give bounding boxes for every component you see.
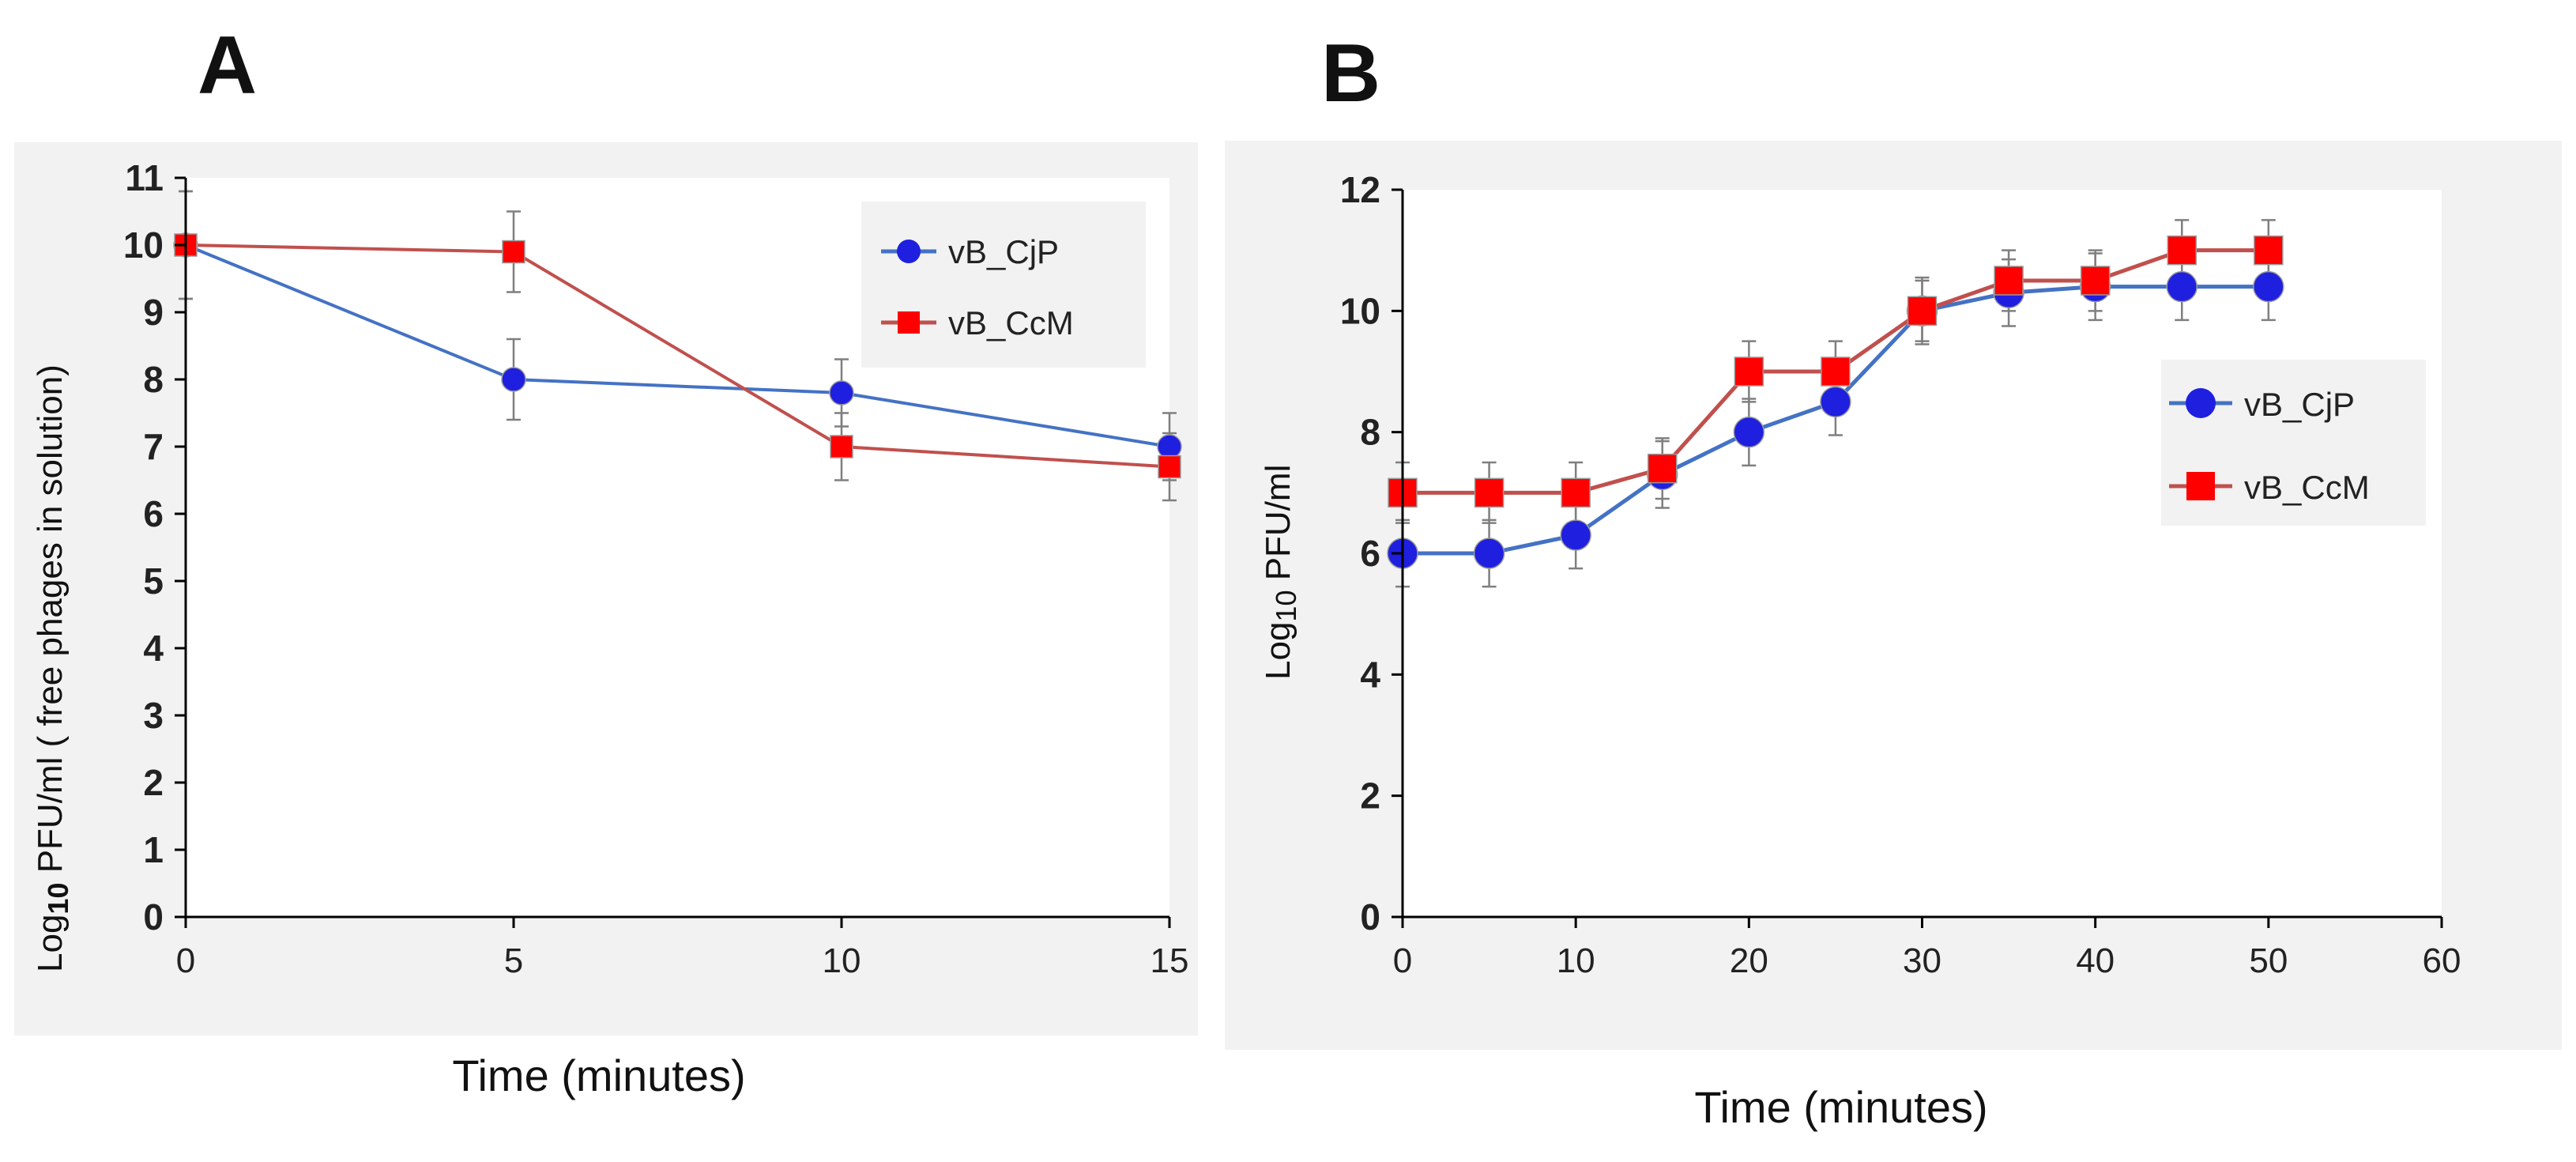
panel-a-legend-label-vb-cjp: vB_CjP (948, 233, 1059, 270)
panel-a-point-vb-cjp (1157, 434, 1182, 459)
panel-a-y-tick-label: 5 (143, 560, 164, 602)
panel-b-legend-label-vb-cjp: vB_CjP (2244, 386, 2355, 423)
panel-b-point-vb-ccm (1994, 266, 2024, 296)
panel-a-x-tick-label: 5 (504, 941, 523, 980)
panel-b-x-tick-label: 60 (2423, 941, 2461, 980)
panel-a-y-tick-label: 6 (143, 493, 164, 534)
panel-b-y-tick-label: 0 (1360, 896, 1380, 938)
panel-b-point-vb-cjp (1473, 538, 1505, 569)
panel-b-point-vb-ccm (2254, 235, 2284, 266)
panel-b-x-tick-label: 50 (2249, 941, 2288, 980)
panel-b-y-axis-title: Log10 PFU/ml (1259, 465, 1302, 680)
panel-a-y-tick-label: 2 (143, 762, 164, 803)
panel-a-x-tick-label: 0 (176, 941, 195, 980)
panel-b-y-tick-label: 8 (1360, 412, 1380, 453)
panel-b-x-tick-label: 20 (1730, 941, 1768, 980)
panel-b-y-tick-label: 4 (1360, 654, 1380, 695)
panel-b-y-tick-label: 2 (1360, 775, 1380, 817)
panel-b-point-vb-ccm (2080, 266, 2111, 296)
panel-b-y-title-rest: PFU/ml (1259, 465, 1297, 590)
panel-b-point-vb-ccm (2167, 235, 2197, 266)
panel-b-legend: vB_CjP vB_CcM (2161, 360, 2426, 526)
panel-b-point-vb-ccm (1474, 477, 1505, 508)
panel-b-point-vb-ccm (1821, 357, 1851, 387)
panel-b-y-title-main: Log (1259, 622, 1297, 680)
panel-b-point-vb-ccm (1648, 453, 1678, 484)
panel-a-y-tick-label: 1 (143, 829, 164, 870)
panel-a-y-tick-label: 4 (143, 628, 164, 669)
panel-a-legend-marker-vb-ccm (898, 311, 920, 334)
panel-b-x-tick-label: 10 (1557, 941, 1595, 980)
panel-a-y-tick-label: 0 (143, 896, 164, 938)
panel-a-series-line-vb-cjp (185, 243, 1170, 448)
panel-b-point-vb-cjp (2166, 270, 2198, 303)
panel-a-x-tick-label: 15 (1151, 941, 1189, 980)
panel-a-point-vb-ccm (502, 240, 525, 264)
panel-a-y-title-main: Log (31, 915, 70, 972)
panel-b-x-tick-label: 40 (2076, 941, 2115, 980)
panel-a-y-tick-label: 9 (143, 292, 164, 333)
panel-a-y-tick-label: 7 (143, 426, 164, 467)
panel-a-point-vb-ccm (1158, 455, 1181, 479)
panel-a-y-tick-label: 3 (143, 695, 164, 736)
panel-a-y-tick-label: 8 (143, 359, 164, 400)
panel-b-legend-label-vb-ccm: vB_CcM (2244, 469, 2370, 506)
panel-b-point-vb-ccm (1734, 357, 1764, 387)
panel-a-legend-label-vb-ccm: vB_CcM (948, 304, 1074, 341)
panel-a-legend: vB_CjP vB_CcM (861, 202, 1146, 368)
panel-b-y-tick-label: 12 (1340, 169, 1380, 210)
panel-b-x-axis-title: Time (minutes) (1694, 1082, 1987, 1132)
panel-a-y-title-rest: PFU/ml ( free phages in solution) (31, 364, 70, 882)
panel-b-letter: B (1321, 28, 1380, 119)
panel-a-y-tick-label: 10 (123, 224, 164, 266)
panel-a-letter: A (198, 20, 257, 111)
panel-b-point-vb-ccm (1907, 296, 1938, 326)
panel-a-legend-marker-vb-cjp (897, 240, 921, 263)
panel-a-point-vb-ccm (830, 435, 853, 458)
panel-a-x-axis-title: Time (minutes) (452, 1051, 745, 1100)
panel-a-point-vb-cjp (501, 367, 526, 392)
panel-b-x-tick-label: 0 (1393, 941, 1412, 980)
panel-b-point-vb-cjp (1820, 386, 1851, 418)
panel-a-x-tick-label: 10 (823, 941, 861, 980)
panel-b-point-vb-cjp (1733, 416, 1765, 448)
panel-a-series-line-vb-ccm (185, 243, 1170, 469)
panel-b-y-title-sub: 10 (1270, 590, 1302, 622)
panel-b-y-tick-label: 6 (1360, 533, 1380, 574)
panel-a-point-vb-cjp (829, 380, 854, 406)
panel-b-point-vb-cjp (1560, 519, 1591, 551)
panel-b-x-tick-label: 30 (1903, 941, 1941, 980)
panel-b-point-vb-ccm (1561, 477, 1591, 508)
panel-a-y-tick-label: 11 (125, 157, 164, 198)
panel-b-legend-marker-vb-ccm (2186, 472, 2215, 500)
panel-b-point-vb-cjp (2253, 270, 2284, 303)
panel-a-y-axis-title: Log10 PFU/ml ( free phages in solution) (31, 364, 74, 972)
panel-b-y-tick-label: 10 (1340, 290, 1380, 331)
panel-a-y-title-sub: 10 (42, 883, 74, 915)
panel-b-legend-marker-vb-cjp (2186, 388, 2216, 418)
